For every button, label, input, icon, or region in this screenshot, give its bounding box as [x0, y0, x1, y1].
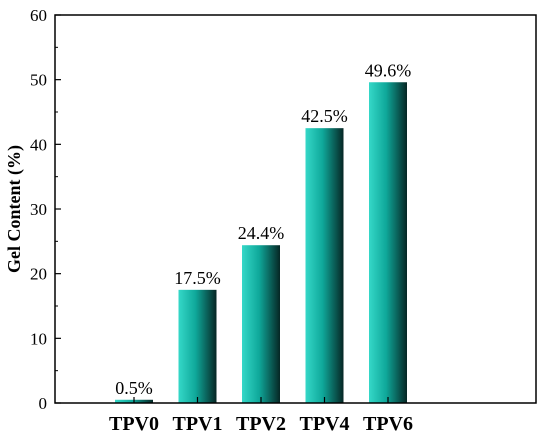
y-tick-label: 40 — [30, 135, 47, 154]
x-category-label-tpv1: TPV1 — [173, 413, 223, 435]
x-category-label-tpv6: TPV6 — [363, 413, 413, 435]
data-label-tpv6: 49.6% — [365, 60, 412, 80]
x-axis-categories: TPV0 TPV1 TPV2 TPV4 TPV6 — [109, 397, 413, 435]
data-label-tpv4: 42.5% — [301, 106, 348, 126]
bar-tpv6 — [369, 82, 407, 404]
bar-tpv2 — [242, 245, 280, 403]
y-axis-title: Gel Content (%) — [4, 145, 25, 273]
y-tick-label: 30 — [30, 200, 47, 219]
x-category-label-tpv0: TPV0 — [109, 413, 159, 435]
x-category-label-tpv4: TPV4 — [300, 413, 350, 435]
y-tick-label: 60 — [30, 6, 47, 25]
y-tick-label: 50 — [30, 71, 47, 90]
data-label-tpv0: 0.5% — [115, 378, 153, 398]
bars-group — [115, 82, 407, 404]
data-label-tpv2: 24.4% — [238, 223, 285, 243]
y-tick-label: 10 — [30, 329, 47, 348]
y-axis-ticks: 0 10 20 30 40 50 60 — [30, 6, 61, 413]
data-labels-group: 0.5% 17.5% 24.4% 42.5% 49.6% — [115, 60, 411, 398]
y-tick-label: 0 — [39, 394, 48, 413]
bar-tpv1 — [178, 289, 217, 403]
x-category-label-tpv2: TPV2 — [236, 413, 286, 435]
y-tick-label: 20 — [30, 265, 47, 284]
plot-frame — [54, 14, 537, 404]
bar-tpv4 — [305, 128, 344, 403]
data-label-tpv1: 17.5% — [174, 268, 221, 288]
